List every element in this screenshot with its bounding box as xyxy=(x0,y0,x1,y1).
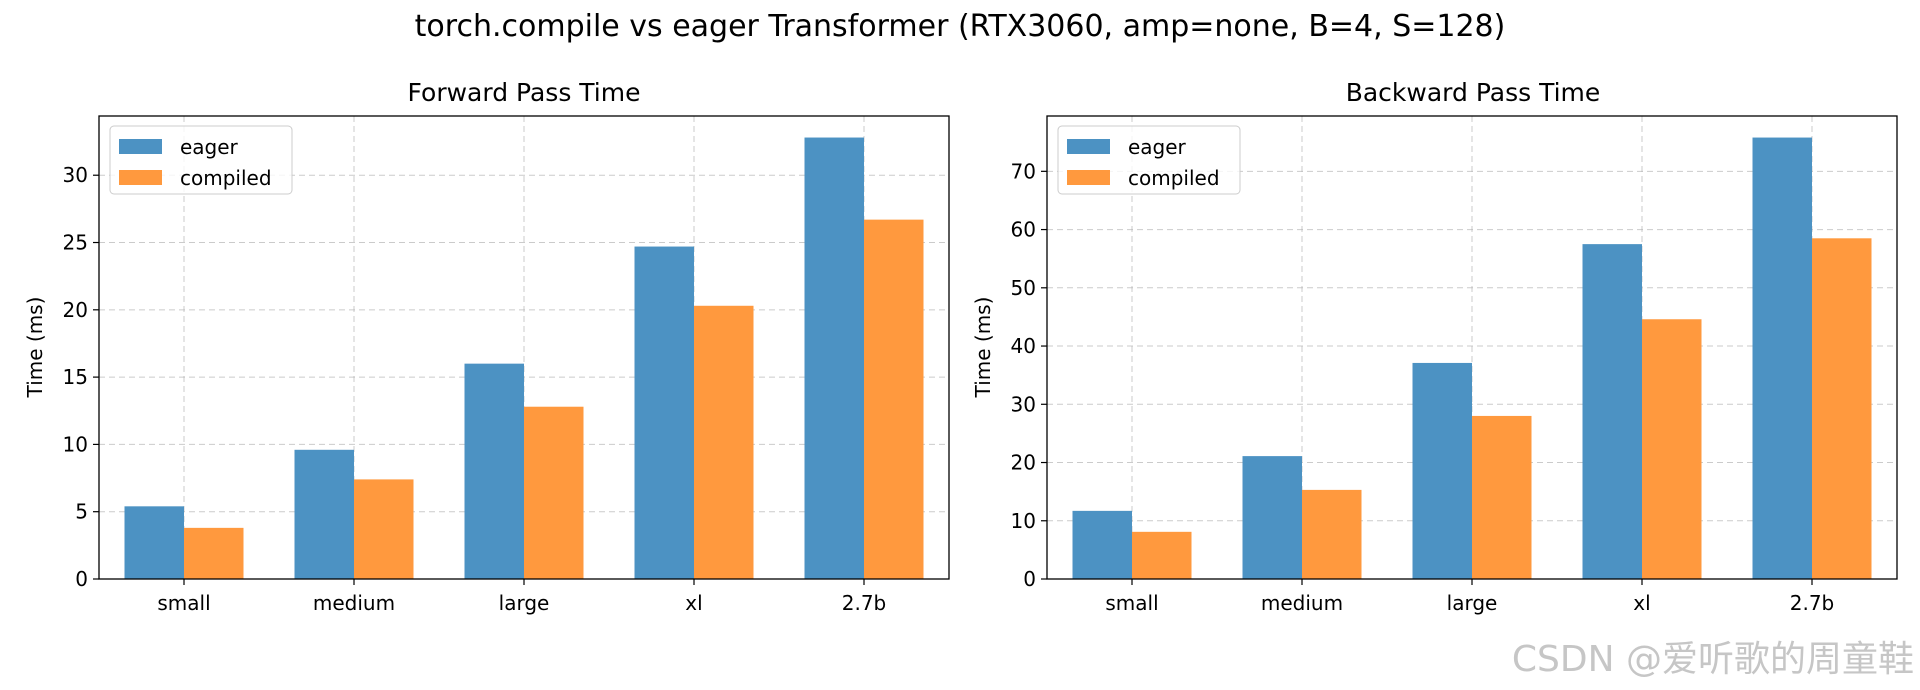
backward-pass-chart: Backward Pass Time Time (ms) 0 10 20 30 40 50… xyxy=(971,78,1898,615)
forward-bar-eager-small xyxy=(124,506,184,579)
backward-y-tick-label: 0 xyxy=(1023,567,1036,591)
forward-bar-compiled-xl xyxy=(694,305,754,579)
forward-bar-eager-medium xyxy=(294,449,354,579)
backward-y-tick-label: 50 xyxy=(1011,276,1036,300)
backward-y-tick-label: 30 xyxy=(1011,392,1036,416)
backward-y-tick-label: 20 xyxy=(1011,451,1036,475)
forward-legend-swatch-compiled xyxy=(119,170,162,185)
forward-pass-chart: Forward Pass Time Time (ms) 0 5 10 15 20 25 30… xyxy=(23,78,950,615)
backward-bar-compiled-medium xyxy=(1302,489,1362,579)
forward-bar-compiled-large xyxy=(524,406,584,579)
forward-bar-compiled-small xyxy=(184,527,244,579)
backward-x-tick-label: medium xyxy=(1261,591,1343,615)
backward-legend-swatch-compiled xyxy=(1067,170,1110,185)
forward-x-tick-label: medium xyxy=(313,591,395,615)
forward-legend-swatch-eager xyxy=(119,139,162,154)
forward-y-tick-label: 0 xyxy=(75,567,88,591)
backward-series-compiled xyxy=(1132,238,1872,579)
backward-legend-swatch-eager xyxy=(1067,139,1110,154)
forward-series-compiled xyxy=(184,219,924,579)
forward-y-tick-label: 15 xyxy=(63,365,88,389)
forward-x-ticks: small medium large xl 2.7b xyxy=(157,579,886,615)
backward-y-ticks: 0 10 20 30 40 50 60 70 xyxy=(1011,159,1047,591)
figure-suptitle: torch.compile vs eager Transformer (RTX3… xyxy=(415,9,1506,44)
forward-x-tick-label: xl xyxy=(685,591,702,615)
forward-y-tick-label: 5 xyxy=(75,500,88,524)
backward-bar-eager-small xyxy=(1072,510,1132,579)
forward-y-tick-label: 25 xyxy=(63,231,88,255)
forward-bar-eager-2.7b xyxy=(804,137,864,579)
forward-bar-compiled-medium xyxy=(354,479,414,579)
backward-y-tick-label: 70 xyxy=(1011,159,1036,183)
backward-y-tick-label: 10 xyxy=(1011,509,1036,533)
backward-series-eager xyxy=(1072,137,1812,579)
backward-bar-compiled-large xyxy=(1472,415,1532,579)
backward-x-tick-label: 2.7b xyxy=(1790,591,1835,615)
forward-y-tick-label: 30 xyxy=(63,163,88,187)
backward-x-tick-label: large xyxy=(1447,591,1498,615)
backward-bar-eager-large xyxy=(1412,362,1472,579)
backward-y-tick-label: 40 xyxy=(1011,334,1036,358)
backward-x-tick-label: xl xyxy=(1633,591,1650,615)
forward-legend-label-eager: eager xyxy=(180,135,239,159)
watermark-text: CSDN @爱听歌的周童鞋 xyxy=(1511,639,1914,680)
forward-x-tick-label: small xyxy=(157,591,210,615)
backward-x-ticks: small medium large xl 2.7b xyxy=(1105,579,1834,615)
backward-chart-title: Backward Pass Time xyxy=(1346,78,1601,107)
backward-bar-eager-2.7b xyxy=(1752,137,1812,579)
forward-series-eager xyxy=(124,137,864,579)
forward-legend: eager compiled xyxy=(109,125,293,195)
backward-bar-compiled-xl xyxy=(1642,319,1702,579)
backward-legend-label-compiled: compiled xyxy=(1128,166,1220,190)
forward-y-axis-label: Time (ms) xyxy=(23,297,47,399)
forward-bar-eager-large xyxy=(464,363,524,579)
forward-y-tick-label: 20 xyxy=(63,298,88,322)
forward-bar-eager-xl xyxy=(634,246,694,579)
backward-legend: eager compiled xyxy=(1057,125,1241,195)
forward-chart-title: Forward Pass Time xyxy=(408,78,641,107)
backward-bar-compiled-small xyxy=(1132,531,1192,579)
backward-bar-eager-medium xyxy=(1242,456,1302,579)
backward-bar-eager-xl xyxy=(1582,244,1642,579)
backward-y-axis-label: Time (ms) xyxy=(971,297,995,399)
forward-x-tick-label: large xyxy=(499,591,550,615)
forward-x-tick-label: 2.7b xyxy=(842,591,887,615)
forward-y-ticks: 0 5 10 15 20 25 30 xyxy=(63,163,99,591)
forward-legend-label-compiled: compiled xyxy=(180,166,272,190)
forward-y-tick-label: 10 xyxy=(63,432,88,456)
backward-legend-label-eager: eager xyxy=(1128,135,1187,159)
backward-bar-compiled-2.7b xyxy=(1812,238,1872,579)
backward-x-tick-label: small xyxy=(1105,591,1158,615)
backward-y-tick-label: 60 xyxy=(1011,218,1036,242)
forward-bar-compiled-2.7b xyxy=(864,219,924,579)
